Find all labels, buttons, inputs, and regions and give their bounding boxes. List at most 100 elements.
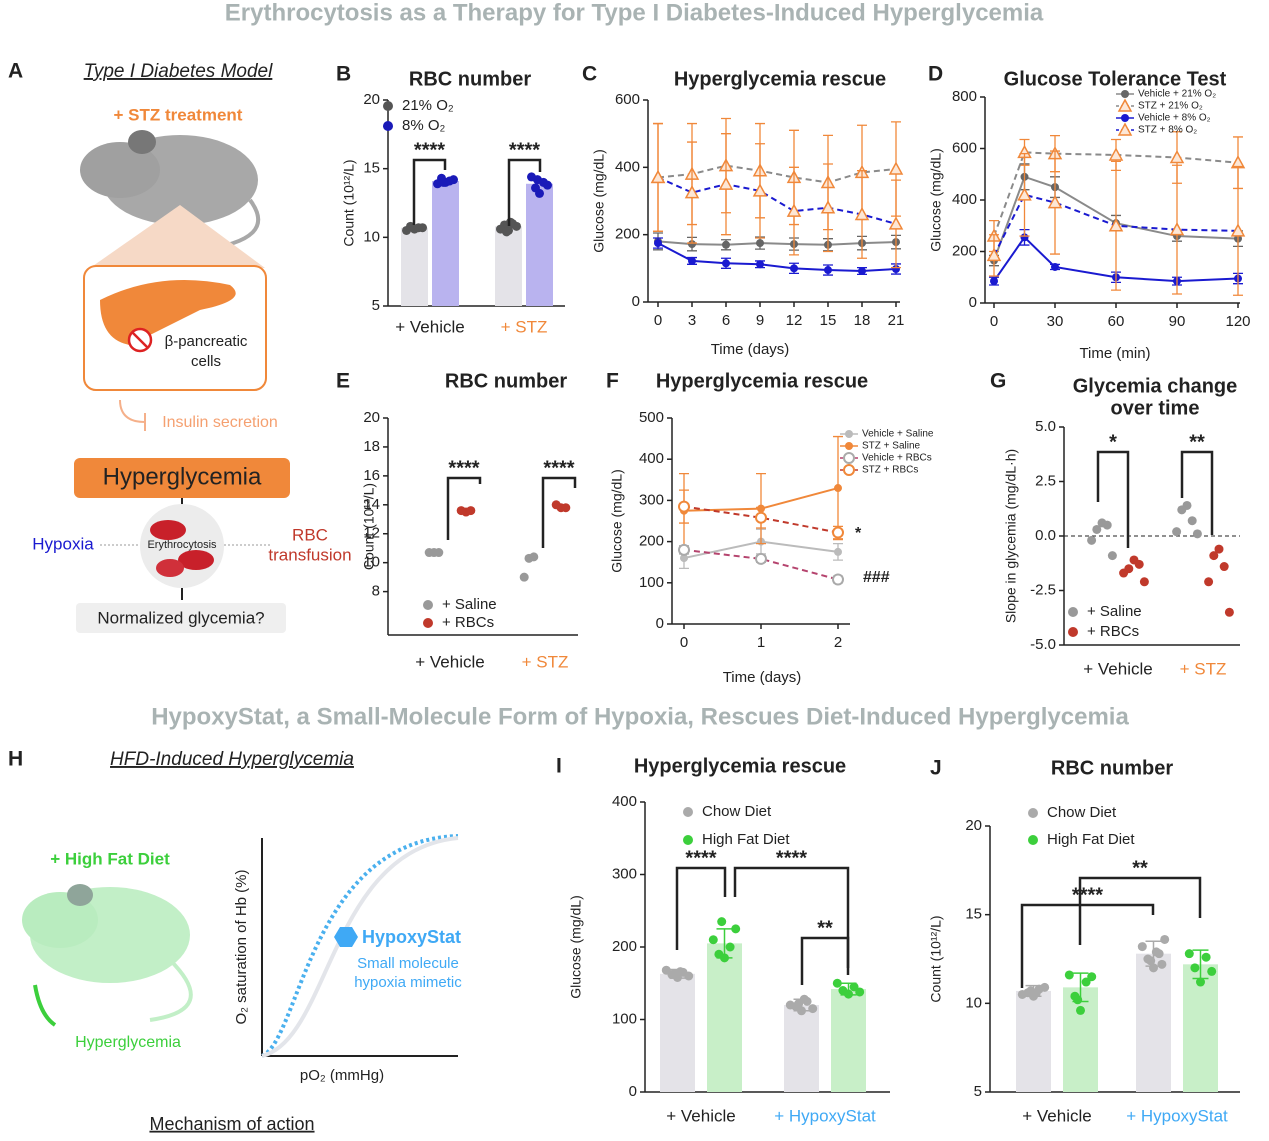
- data-point: [717, 917, 727, 927]
- data-point: [808, 1004, 818, 1014]
- legend-marker: [845, 442, 853, 450]
- x-tick-label: + HypoxyStat: [774, 1106, 876, 1125]
- bracket: [675, 866, 727, 950]
- data-point: [434, 548, 444, 558]
- x-tick-label: 0: [680, 634, 688, 651]
- legend-label: 8% O₂: [402, 117, 446, 134]
- bracket: [412, 158, 447, 225]
- caption: Mechanism of action: [149, 1114, 314, 1134]
- series-line: [657, 164, 897, 184]
- diet-label: + High Fat Diet: [50, 849, 170, 868]
- data-point: [1224, 607, 1234, 617]
- chart-title: Hyperglycemia rescue: [634, 755, 846, 777]
- bar: [1016, 990, 1051, 1092]
- data-point: [1187, 516, 1197, 526]
- error-bar: [1145, 940, 1162, 967]
- data-point: [650, 169, 666, 184]
- chart-title: over time: [1111, 397, 1200, 419]
- legend-marker: [383, 121, 393, 131]
- data-point: [1017, 989, 1027, 999]
- data-point: [684, 185, 700, 199]
- data-point: [858, 267, 866, 276]
- y-tick-label: 100: [612, 1010, 637, 1027]
- legend-marker: [843, 452, 855, 464]
- error-bar: [716, 928, 733, 959]
- data-point: [533, 175, 542, 185]
- data-point: [832, 526, 844, 539]
- panel-letter: B: [336, 63, 351, 86]
- drug-label: HypoxyStat: [362, 927, 461, 947]
- bar: [784, 1005, 819, 1092]
- legend-marker: [1068, 627, 1078, 637]
- y-tick-label: 12: [363, 525, 380, 542]
- error-bar: [669, 968, 686, 979]
- panel-letter: I: [556, 755, 562, 778]
- annotation: **: [817, 917, 833, 939]
- series-line: [683, 548, 839, 581]
- legend-marker: [423, 600, 433, 610]
- annotation: ****: [776, 847, 807, 869]
- legend-marker: [423, 618, 433, 628]
- x-axis-label: Time (days): [711, 341, 790, 358]
- x-tick-label: + Vehicle: [415, 652, 484, 671]
- error-bar: [1025, 984, 1042, 997]
- y-tick-label: 5: [974, 1083, 982, 1100]
- legend-marker: [843, 464, 855, 476]
- x-tick-label: + STZ: [501, 317, 548, 336]
- legend-marker: [683, 835, 693, 845]
- transfusion-label: transfusion: [268, 545, 351, 564]
- data-point: [785, 1000, 795, 1010]
- cells-label: cells: [191, 353, 221, 370]
- legend-label: Chow Diet: [702, 803, 772, 820]
- x-tick-label: + STZ: [1180, 659, 1227, 678]
- bar: [432, 181, 459, 306]
- data-point: [1051, 262, 1059, 271]
- data-point: [1102, 520, 1112, 530]
- hypoxia-label: Hypoxia: [32, 534, 94, 553]
- bracket: [1078, 876, 1202, 945]
- series-line: [993, 193, 1239, 256]
- y-tick-label: 8: [372, 583, 380, 600]
- y-tick-label: 5: [372, 297, 380, 314]
- data-point: [708, 935, 718, 945]
- erythrocytosis-label: Erythrocytosis: [147, 539, 217, 551]
- series-line: [993, 175, 1239, 261]
- legend-label: STZ + 8% O₂: [1138, 125, 1197, 136]
- annotation: ****: [448, 457, 479, 479]
- x-tick-label: 12: [786, 312, 803, 329]
- chart-title: Glucose Tolerance Test: [1004, 68, 1227, 90]
- chart-title: RBC number: [409, 68, 531, 90]
- rbc: [150, 520, 186, 540]
- bracket: [1020, 903, 1155, 988]
- data-point: [1107, 551, 1117, 561]
- data-point: [688, 256, 696, 265]
- data-point: [714, 949, 724, 959]
- x-tick-label: 6: [722, 312, 730, 329]
- zoom-cone: [90, 205, 265, 268]
- y-tick-label: 2.5: [1035, 472, 1056, 489]
- data-point: [1137, 942, 1147, 952]
- y-tick-label: 15: [965, 906, 982, 923]
- outcome-label: Normalized glycemia?: [97, 608, 264, 627]
- y-axis-label: Glucose (mg/dL): [591, 149, 607, 252]
- x-tick-label: 21: [888, 312, 905, 329]
- data-point: [1076, 1005, 1085, 1015]
- x-tick-label: 60: [1108, 313, 1125, 330]
- data-point: [502, 227, 511, 237]
- data-point: [688, 240, 696, 249]
- data-point: [722, 259, 730, 268]
- data-point: [725, 942, 735, 952]
- x-tick-label: + STZ: [522, 652, 569, 671]
- pancreas: [100, 280, 236, 345]
- y-axis-label: Count (10¹²/L): [361, 483, 377, 570]
- data-point: [466, 506, 476, 516]
- chart-title: Glycemia change: [1073, 375, 1238, 397]
- legend-marker: [1028, 808, 1038, 818]
- cells-label: β-pancreatic: [165, 333, 248, 350]
- x-tick-label: 18: [854, 312, 871, 329]
- legend-label: + RBCs: [442, 614, 494, 631]
- bar: [526, 183, 553, 306]
- bar: [1136, 953, 1171, 1092]
- data-point: [678, 500, 690, 513]
- data-point: [854, 206, 870, 221]
